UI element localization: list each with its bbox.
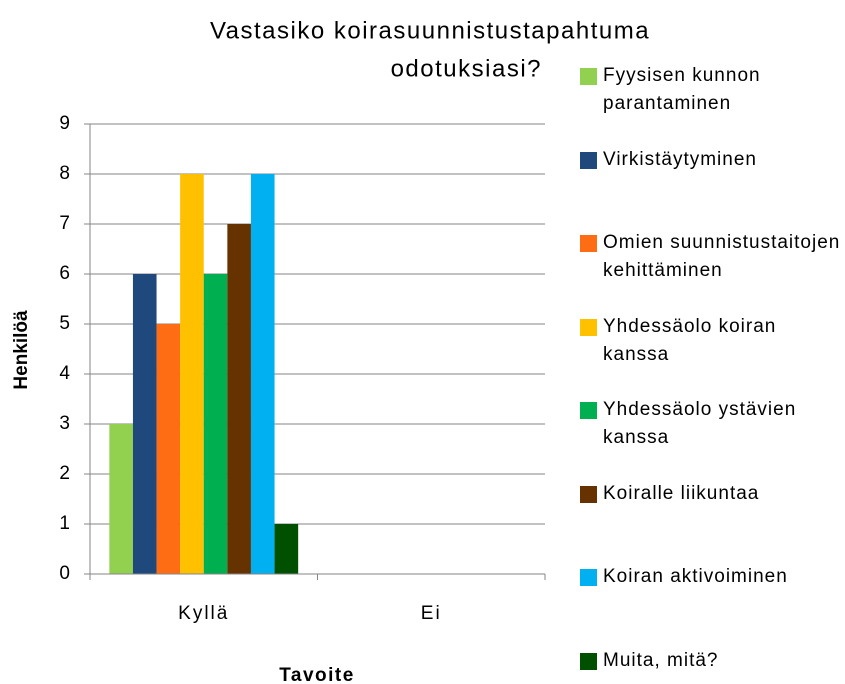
bar (274, 524, 299, 574)
legend-swatch (580, 151, 597, 169)
y-tick-label: 9 (59, 113, 70, 134)
y-axis-title: Henkilöä (11, 310, 32, 390)
chart-title: Vastasiko koirasuunnistustapahtuma (210, 17, 650, 44)
legend-label: Yhdessäolo ystävien kanssa (603, 399, 797, 448)
legend-swatch (580, 485, 597, 503)
legend-label: Yhdessäolo koiran kanssa (603, 315, 777, 365)
chart-title: odotuksiasi? (391, 55, 542, 82)
bar (132, 274, 157, 574)
legend-label: Koiralle liikuntaa (603, 482, 760, 504)
legend-swatch (580, 569, 597, 586)
legend-label: Fyysisen kunnon parantaminen (603, 65, 761, 114)
y-tick-label: 6 (59, 263, 70, 284)
legend-swatch (580, 402, 597, 419)
y-tick-label: 4 (59, 363, 70, 384)
legend-swatch (580, 652, 597, 670)
legend-label: Koiran aktivoiminen (603, 566, 788, 587)
bar (109, 424, 133, 574)
bar (227, 224, 251, 574)
legend-swatch (580, 68, 597, 85)
legend-label: Omien suunnistustaitojen kehittäminen (603, 232, 841, 281)
bar (180, 174, 204, 574)
x-tick-label: Kyllä (178, 603, 229, 624)
x-axis-title: Tavoite (279, 665, 355, 684)
y-tick-label: 2 (59, 463, 70, 484)
bar (203, 274, 228, 574)
legend-label: Virkistäytyminen (603, 148, 757, 170)
y-tick-label: 5 (59, 313, 70, 334)
x-tick-label: Ei (421, 603, 442, 624)
bar (156, 324, 181, 574)
bar (250, 174, 275, 574)
y-tick-label: 0 (59, 563, 70, 584)
legend-swatch (580, 318, 597, 336)
y-tick-label: 7 (59, 213, 70, 234)
y-tick-label: 8 (59, 163, 70, 184)
y-tick-label: 3 (59, 413, 70, 434)
legend-swatch (580, 235, 597, 252)
y-tick-label: 1 (59, 513, 70, 534)
legend-label: Muita, mitä? (603, 649, 719, 671)
